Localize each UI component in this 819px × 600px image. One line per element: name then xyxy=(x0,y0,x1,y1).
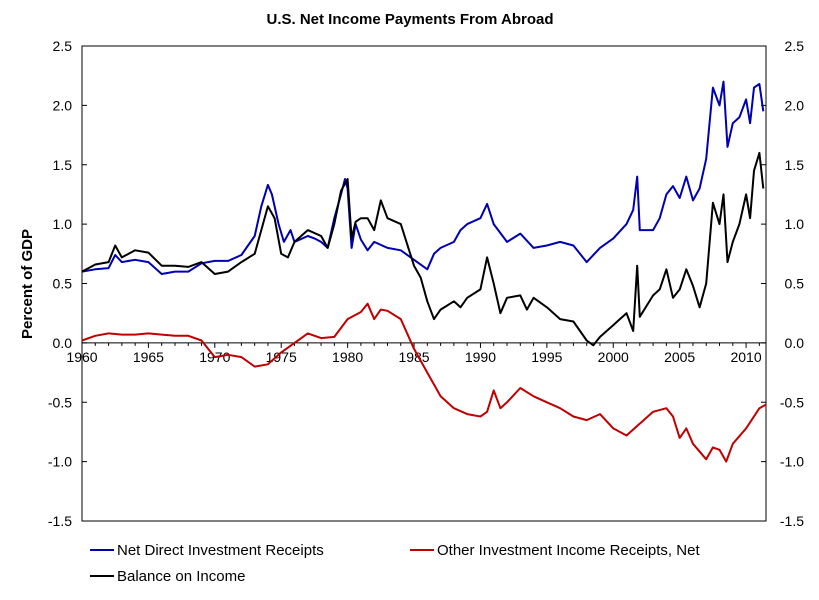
y-axis-left: 2.5 2.0 1.5 1.0 0.5 0.0 -0.5 -1.0 -1.5 xyxy=(48,38,87,529)
plot-area xyxy=(81,45,767,522)
series-line-0 xyxy=(81,80,765,275)
y-left-tick-label: 1.0 xyxy=(53,216,73,232)
y-left-tick-label: 2.5 xyxy=(53,38,73,54)
series-line-1 xyxy=(81,302,767,463)
series-line-2 xyxy=(81,151,765,347)
y-right-tick-label: 1.5 xyxy=(785,157,805,173)
y-left-tick-label: 0.5 xyxy=(53,276,73,292)
chart-title: U.S. Net Income Payments From Abroad xyxy=(266,11,553,28)
x-tick-label: 1985 xyxy=(398,349,429,365)
y-right-tick-label: 0.0 xyxy=(785,335,805,351)
y-left-tick-label: -1.0 xyxy=(48,454,72,470)
legend-label: Balance on Income xyxy=(117,568,245,585)
y-left-tick-label: -1.5 xyxy=(48,513,72,529)
y-right-tick-label: -0.5 xyxy=(780,394,804,410)
x-tick-label: 2010 xyxy=(730,349,761,365)
x-tick-label: 1965 xyxy=(133,349,164,365)
legend-label: Other Investment Income Receipts, Net xyxy=(437,542,700,559)
x-tick-label: 1960 xyxy=(66,349,97,365)
y-right-tick-label: 1.0 xyxy=(785,216,805,232)
x-tick-label: 1980 xyxy=(332,349,363,365)
y-axis-right: 2.5 2.0 1.5 1.0 0.5 0.0 -0.5 -1.0 -1.5 xyxy=(761,38,804,529)
legend-label: Net Direct Investment Receipts xyxy=(117,542,324,559)
y-right-tick-label: -1.5 xyxy=(780,513,804,529)
y-right-tick-label: 2.0 xyxy=(785,97,805,113)
y-left-tick-label: 2.0 xyxy=(53,97,73,113)
x-tick-label: 1995 xyxy=(531,349,562,365)
series-lines xyxy=(81,80,767,463)
legend: Net Direct Investment Receipts Other Inve… xyxy=(90,542,700,585)
y-left-tick-label: -0.5 xyxy=(48,394,72,410)
y-left-tick-label: 0.0 xyxy=(53,335,73,351)
x-tick-label: 2000 xyxy=(598,349,629,365)
y-axis-label: Percent of GDP xyxy=(19,229,36,339)
y-right-tick-label: 0.5 xyxy=(785,276,805,292)
x-tick-label: 2005 xyxy=(664,349,695,365)
y-left-tick-label: 1.5 xyxy=(53,157,73,173)
x-tick-label: 1990 xyxy=(465,349,496,365)
x-axis: 1960 1965 1970 1975 1980 1985 1990 1995 2000 2005… xyxy=(66,342,762,365)
y-right-tick-label: 2.5 xyxy=(785,38,805,54)
y-right-tick-label: -1.0 xyxy=(780,454,804,470)
x-tick-label: 1975 xyxy=(266,349,297,365)
